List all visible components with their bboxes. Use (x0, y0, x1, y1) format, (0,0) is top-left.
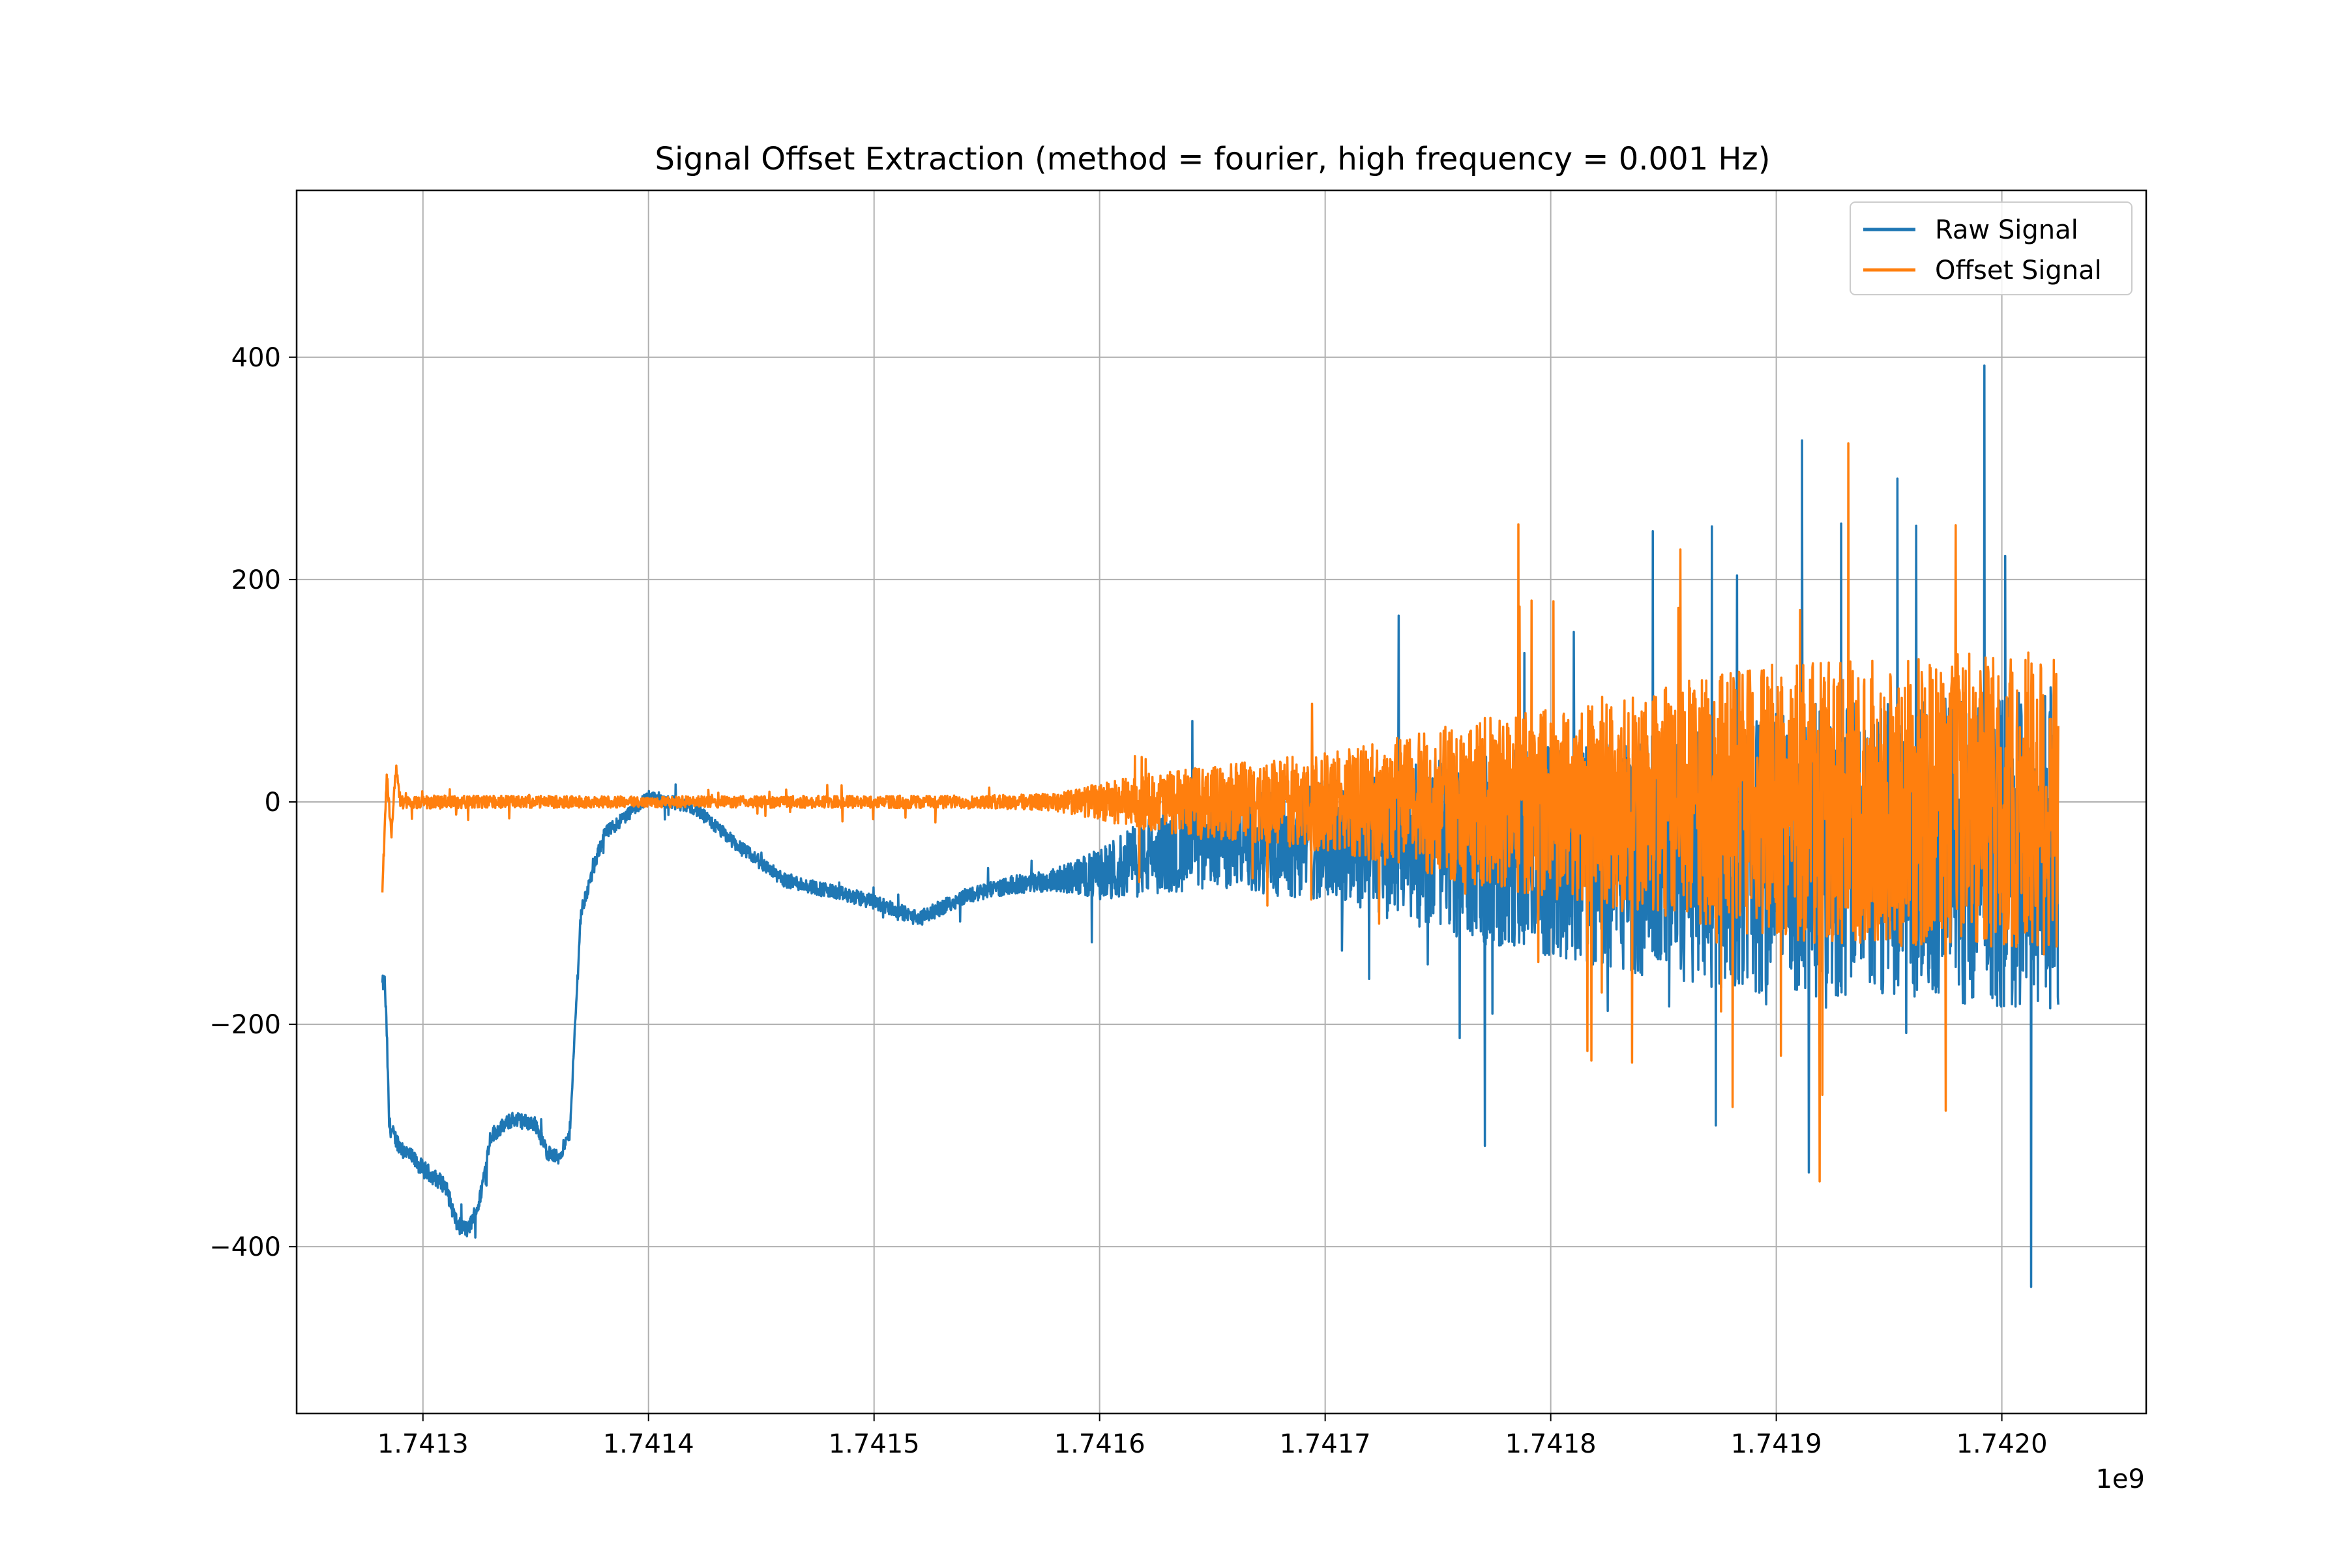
y-tick-label: 200 (231, 565, 281, 595)
y-tick-label: −200 (209, 1010, 281, 1040)
legend-label: Offset Signal (1935, 256, 2102, 286)
x-axis-offset-label: 1e9 (2095, 1464, 2145, 1494)
x-tick-label: 1.7413 (377, 1429, 469, 1459)
x-tick-label: 1.7418 (1505, 1429, 1597, 1459)
x-tick-label: 1.7420 (1956, 1429, 2048, 1459)
x-tick-label: 1.7415 (829, 1429, 920, 1459)
x-tick-label: 1.7414 (603, 1429, 694, 1459)
y-tick-label: 400 (231, 343, 281, 373)
legend-label: Raw Signal (1935, 215, 2078, 245)
x-tick-label: 1.7417 (1280, 1429, 1371, 1459)
legend: Raw Signal Offset Signal (1850, 201, 2133, 295)
y-tick-label: 0 (265, 788, 281, 818)
chart-title: Signal Offset Extraction (method = fouri… (655, 141, 1771, 177)
y-tick-label: −400 (209, 1232, 281, 1262)
legend-box (1850, 201, 2133, 295)
x-tick-label: 1.7419 (1731, 1429, 1822, 1459)
x-tick-label: 1.7416 (1054, 1429, 1145, 1459)
series-line-offset-signal (381, 442, 2059, 1183)
series-group (381, 364, 2059, 1288)
axis-ticks: 1.7413 1.7414 1.7415 1.7416 1.7417 1.7418 1.74… (209, 343, 2047, 1459)
